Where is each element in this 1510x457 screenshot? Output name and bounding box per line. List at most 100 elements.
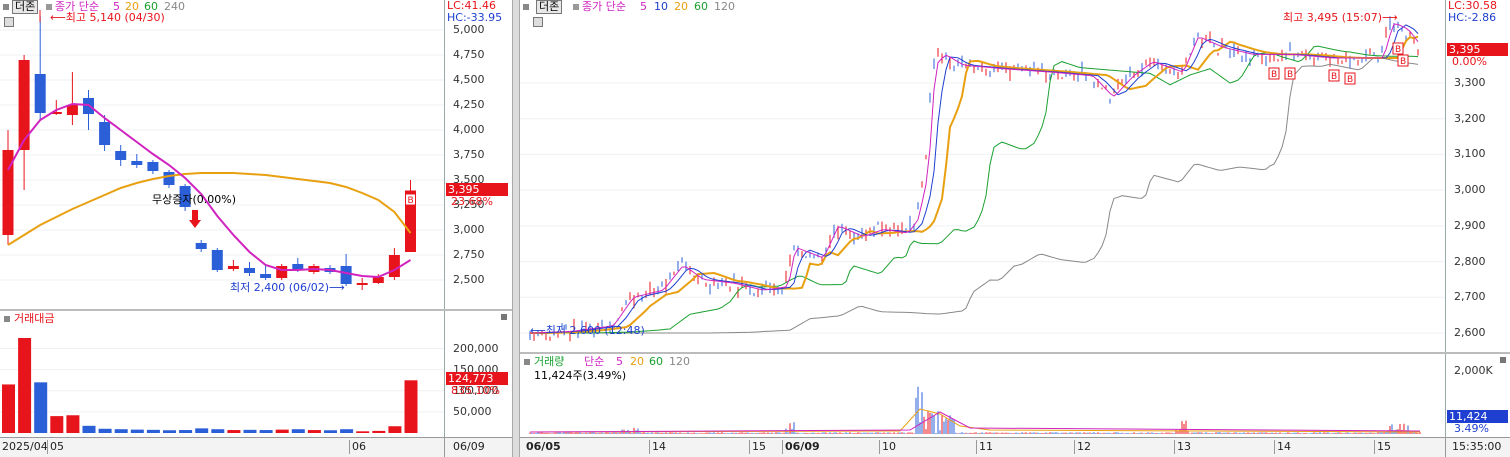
- right-vol-pct: 3.49%: [1454, 422, 1489, 435]
- left-time-axis[interactable]: 2025/04 05 06: [0, 437, 444, 457]
- right-x-label: 15: [1374, 440, 1391, 454]
- left-low-arrow-icon: ⟶: [329, 281, 345, 294]
- left-candle-body: [340, 266, 352, 284]
- left-vol-close-icon[interactable]: [501, 314, 507, 320]
- right-vol-period-120: 120: [669, 355, 690, 368]
- right-price-tick: 3,200: [1454, 111, 1486, 125]
- left-volume-bar: [227, 430, 241, 433]
- right-grid-toggle-icon[interactable]: [533, 17, 543, 27]
- left-volume-bar: [34, 382, 48, 433]
- right-stock-name-button[interactable]: 더존: [536, 0, 563, 14]
- left-candle-body: [66, 105, 78, 115]
- left-vol-badge: 124,773: [446, 372, 508, 385]
- right-high-note: 최고 3,495 (15:07)⟶: [1283, 12, 1398, 24]
- right-time-axis[interactable]: 06/05 14 15 06/09 10 11 12 13 14 15: [520, 437, 1445, 457]
- right-hc-value: HC:-2.86: [1448, 11, 1497, 24]
- left-high-arrow-icon: ⟵: [50, 11, 66, 24]
- left-candle-body: [50, 112, 62, 114]
- left-pane-divider[interactable]: [0, 309, 512, 311]
- left-candle-body: [2, 150, 14, 235]
- left-pane-menu-icon[interactable]: [3, 4, 9, 10]
- right-buy-mark-text: B: [1331, 72, 1337, 82]
- right-ma-period-10: 10: [654, 0, 668, 13]
- left-ma-period-60: 60: [144, 0, 158, 13]
- left-price-plot[interactable]: B: [0, 0, 444, 309]
- left-candle-body: [388, 255, 400, 277]
- left-volume-axis[interactable]: 200,000 150,000 100,000 50,000 124,773 835.…: [444, 311, 512, 437]
- left-x-label-0: 2025/04: [2, 440, 48, 453]
- left-time-corner: 06/09: [444, 437, 512, 457]
- left-pct-badge: 23.68%: [451, 195, 493, 208]
- left-volume-plot[interactable]: [0, 311, 444, 437]
- right-high-arrow-icon: ⟶: [1382, 11, 1398, 24]
- left-volume-bar: [163, 430, 176, 433]
- right-x-label: 06/05: [526, 440, 561, 453]
- left-volume-bar: [50, 416, 64, 433]
- right-ma-period-120: 120: [714, 0, 735, 13]
- left-volume-bar: [114, 429, 128, 433]
- right-ma-period-5: 5: [640, 0, 647, 13]
- left-volume-bar: [307, 430, 321, 433]
- right-price-plot[interactable]: B B B BBB: [520, 0, 1445, 352]
- right-ma-period-20: 20: [674, 0, 688, 13]
- right-x-corner-label: 15:35:00: [1452, 440, 1502, 453]
- right-pane-divider[interactable]: [520, 352, 1510, 354]
- right-lc-value: LC:30.58: [1448, 0, 1498, 12]
- right-x-label: 14: [649, 440, 666, 454]
- left-buy-mark: [405, 193, 416, 206]
- left-candle-body: [179, 186, 191, 207]
- left-candle-body: [372, 277, 384, 283]
- right-pane-menu-icon[interactable]: [523, 4, 529, 10]
- right-ma-settings-icon[interactable]: [573, 4, 579, 10]
- right-volume-plot[interactable]: [520, 354, 1445, 437]
- right-price-tick: 2,900: [1454, 218, 1486, 232]
- left-price-axis[interactable]: LC:41.46 HC:-33.95 5,000 4,750 4,500 4,250 4…: [444, 0, 512, 309]
- left-volume-bar: [18, 338, 32, 433]
- left-ma20-line: [7, 172, 412, 246]
- right-vol-close-icon[interactable]: [1500, 357, 1506, 363]
- left-candle-body: [195, 243, 207, 249]
- left-volume-bar: [2, 384, 15, 433]
- right-vol-tick: 2,000K: [1454, 364, 1493, 377]
- left-vol-menu-icon[interactable]: [4, 316, 10, 322]
- left-stock-name-button[interactable]: 더존: [12, 0, 39, 14]
- right-price-axis[interactable]: LC:30.58 HC:-2.86 3,300 3,200 3,100 3,000 2,…: [1445, 0, 1510, 352]
- left-candle-body: [115, 151, 127, 160]
- right-x-label: 15: [749, 440, 766, 454]
- left-candle-body: [227, 266, 239, 269]
- left-price-tick: 2,500: [453, 273, 485, 286]
- left-candle-body: [147, 162, 159, 171]
- right-vol-value: 11,424주(3.49%): [534, 369, 627, 382]
- left-price-tick: 4,000: [453, 123, 485, 136]
- left-grid-toggle-icon[interactable]: [4, 17, 14, 27]
- left-price-tick: 2,750: [453, 248, 485, 261]
- left-lc-value: LC:41.46: [447, 0, 497, 12]
- left-chart-pane[interactable]: 더존 종가 단순 5 20 60 240 B ⟵최고 5,140 (04/30)…: [0, 0, 512, 457]
- right-x-label: 13: [1174, 440, 1191, 454]
- right-vol-period-60: 60: [649, 355, 663, 368]
- right-buy-mark-text: B: [1271, 70, 1277, 80]
- left-candle-body: [99, 122, 111, 145]
- right-buy-mark-text: B: [1287, 70, 1293, 80]
- right-buy-mark: [1397, 54, 1409, 67]
- right-vol-menu-icon[interactable]: [524, 359, 530, 365]
- left-ma5-line: [7, 102, 412, 279]
- left-candle-body: [292, 264, 304, 270]
- left-vol-tick: 200,000: [453, 341, 499, 355]
- left-vol-tick: 100,000: [453, 383, 499, 397]
- left-x-corner-label: 06/09: [453, 440, 485, 453]
- pane-splitter[interactable]: [512, 0, 520, 457]
- left-volume-bar: [98, 428, 112, 433]
- right-low-text: 최저 2,600 (12:48): [545, 324, 645, 337]
- left-candle-body: [34, 74, 46, 113]
- left-volume-bar: [259, 430, 273, 433]
- right-x-label: 06/09: [782, 440, 820, 454]
- right-x-label: 10: [879, 440, 896, 454]
- left-candle-body: [131, 161, 143, 165]
- right-vol-ma5-line: [529, 411, 1421, 433]
- left-x-label-2: 06: [349, 440, 366, 454]
- right-price-tick: 2,800: [1454, 254, 1486, 268]
- right-volume-axis[interactable]: 2,000K 11,424 3.49%: [1445, 354, 1510, 437]
- left-ma-settings-icon[interactable]: [46, 4, 52, 10]
